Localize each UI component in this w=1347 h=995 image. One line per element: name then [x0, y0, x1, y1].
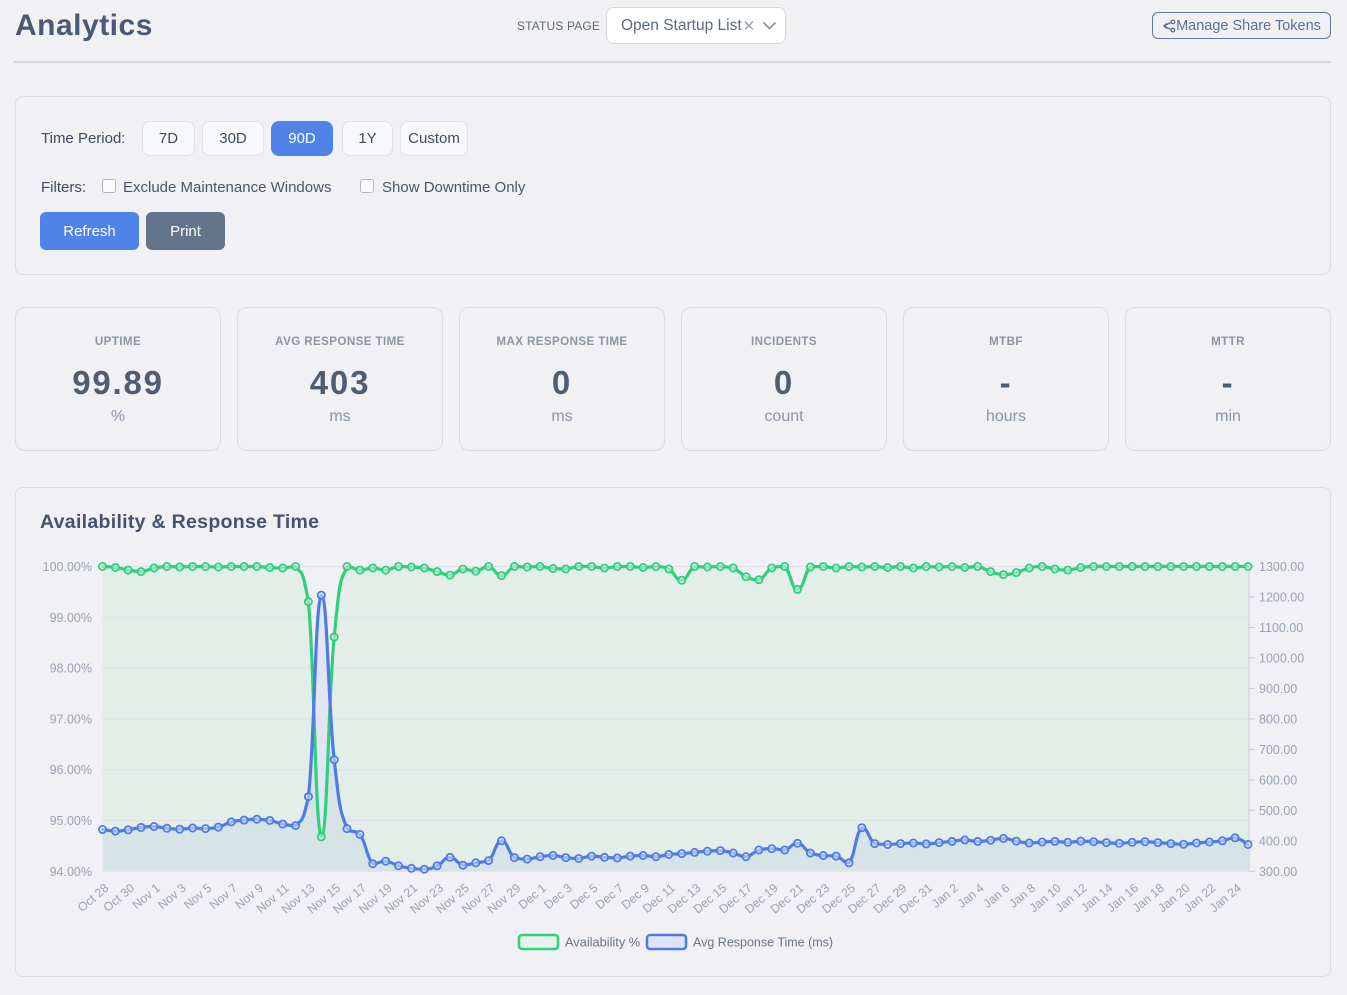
svg-text:Jan 4: Jan 4 — [955, 881, 987, 911]
svg-text:97.00%: 97.00% — [50, 712, 92, 726]
svg-text:Dec 5: Dec 5 — [567, 881, 601, 912]
svg-text:1100.00: 1100.00 — [1259, 621, 1303, 635]
svg-text:Nov 3: Nov 3 — [155, 881, 189, 912]
svg-text:99.00%: 99.00% — [50, 611, 92, 625]
svg-text:600.00: 600.00 — [1259, 773, 1297, 787]
svg-text:1200.00: 1200.00 — [1259, 591, 1304, 605]
svg-text:1000.00: 1000.00 — [1259, 651, 1304, 665]
svg-text:Nov 5: Nov 5 — [181, 881, 215, 912]
svg-text:Nov 1: Nov 1 — [130, 881, 164, 912]
svg-text:Dec 1: Dec 1 — [516, 881, 550, 912]
svg-text:95.00%: 95.00% — [50, 814, 92, 828]
svg-text:94.00%: 94.00% — [50, 865, 92, 879]
svg-text:Avg Response Time (ms): Avg Response Time (ms) — [693, 936, 833, 950]
svg-text:100.00%: 100.00% — [43, 560, 92, 574]
svg-text:400.00: 400.00 — [1259, 834, 1297, 848]
svg-text:900.00: 900.00 — [1259, 682, 1297, 696]
svg-text:Dec 7: Dec 7 — [593, 881, 627, 912]
svg-text:800.00: 800.00 — [1259, 712, 1297, 726]
svg-text:Availability %: Availability % — [565, 935, 640, 950]
svg-text:Jan 2: Jan 2 — [929, 881, 961, 911]
svg-text:700.00: 700.00 — [1259, 743, 1297, 757]
svg-text:96.00%: 96.00% — [50, 763, 92, 777]
svg-text:Jan 6: Jan 6 — [981, 881, 1013, 911]
svg-text:500.00: 500.00 — [1259, 804, 1297, 818]
svg-text:98.00%: 98.00% — [50, 662, 92, 676]
svg-text:1300.00: 1300.00 — [1259, 560, 1304, 574]
svg-text:300.00: 300.00 — [1259, 865, 1297, 879]
svg-text:Nov 7: Nov 7 — [207, 881, 241, 912]
svg-text:Dec 3: Dec 3 — [541, 881, 575, 912]
